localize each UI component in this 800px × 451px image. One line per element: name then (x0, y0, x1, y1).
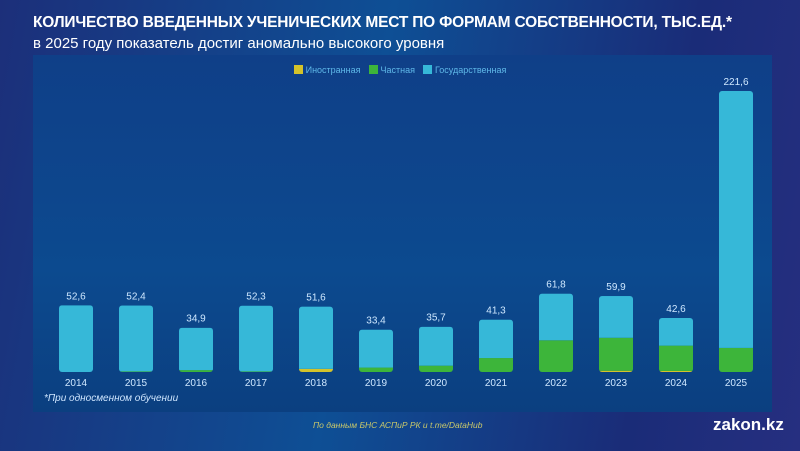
legend-label: Государственная (435, 65, 507, 75)
data-label: 51,6 (306, 293, 326, 304)
bar-segment-2019-1 (359, 367, 393, 372)
bar-segment-2018-2 (299, 306, 333, 369)
source-text: По данным БНС АСПиР РК и t.me/DataHub (313, 420, 483, 430)
x-tick-label: 2017 (245, 378, 268, 389)
data-label: 52,4 (126, 292, 146, 303)
bar-segment-2016-2 (179, 327, 213, 371)
bar-segment-2020-2 (419, 326, 453, 366)
data-label: 59,9 (606, 282, 626, 293)
data-label: 34,9 (186, 314, 206, 325)
data-label: 35,7 (426, 313, 446, 324)
x-tick-label: 2025 (725, 378, 748, 389)
x-tick-label: 2016 (185, 378, 208, 389)
bar-segment-2017-1 (239, 371, 273, 372)
data-label: 41,3 (486, 306, 506, 317)
x-tick-label: 2020 (425, 378, 448, 389)
x-tick-label: 2024 (665, 378, 688, 389)
bar-segment-2019-2 (359, 329, 393, 368)
bar-segment-2020-1 (419, 365, 453, 372)
bar-segment-2025-2 (719, 91, 753, 348)
chart-panel (33, 55, 772, 412)
bar-segment-2023-1 (599, 337, 633, 371)
x-tick-label: 2021 (485, 378, 508, 389)
legend-item: Частная (368, 65, 415, 75)
data-label: 33,4 (366, 316, 386, 327)
data-label: 221,6 (723, 77, 748, 88)
bar-segment-2023-2 (599, 296, 633, 338)
bar-segment-2022-2 (539, 293, 573, 341)
bar-segment-2024-0 (659, 370, 693, 372)
data-label: 52,6 (66, 291, 86, 302)
legend-label: Иностранная (305, 65, 361, 75)
legend-label: Частная (380, 65, 415, 75)
bar-segment-2017-2 (239, 305, 273, 372)
legend: Иностранная Частная Государственная (0, 65, 800, 75)
x-tick-label: 2023 (605, 378, 628, 389)
bar-segment-2015-2 (119, 305, 153, 372)
x-tick-label: 2019 (365, 378, 388, 389)
data-label: 61,8 (546, 280, 566, 291)
x-tick-label: 2014 (65, 378, 88, 389)
bar-segment-2024-2 (659, 317, 693, 346)
legend-item: Иностранная (293, 65, 361, 75)
chart-title: КОЛИЧЕСТВО ВВЕДЕННЫХ УЧЕНИЧЕСКИХ МЕСТ ПО… (33, 14, 732, 31)
x-tick-label: 2018 (305, 378, 328, 389)
x-tick-label: 2015 (125, 378, 148, 389)
bar-segment-2016-1 (179, 370, 213, 372)
data-label: 42,6 (666, 304, 686, 315)
bar-segment-2025-1 (719, 347, 753, 372)
logo: zakon.kz (713, 415, 784, 434)
bar-segment-2024-1 (659, 345, 693, 371)
footnote: *При односменном обучении (44, 393, 179, 404)
legend-swatch (293, 65, 303, 74)
bar-segment-2015-1 (119, 371, 153, 372)
legend-item: Государственная (423, 65, 506, 75)
bar-segment-2014-2 (59, 305, 93, 372)
bar-segment-2022-1 (539, 340, 573, 372)
x-tick-label: 2022 (545, 378, 568, 389)
chart-subtitle: в 2025 году показатель достиг аномально … (33, 35, 445, 52)
legend-swatch (368, 65, 378, 74)
bar-segment-2021-2 (479, 319, 513, 359)
legend-swatch (423, 65, 432, 74)
bar-segment-2018-0 (299, 368, 333, 372)
bar-segment-2023-0 (599, 370, 633, 372)
data-label: 52,3 (246, 292, 266, 303)
bar-segment-2021-1 (479, 358, 513, 372)
